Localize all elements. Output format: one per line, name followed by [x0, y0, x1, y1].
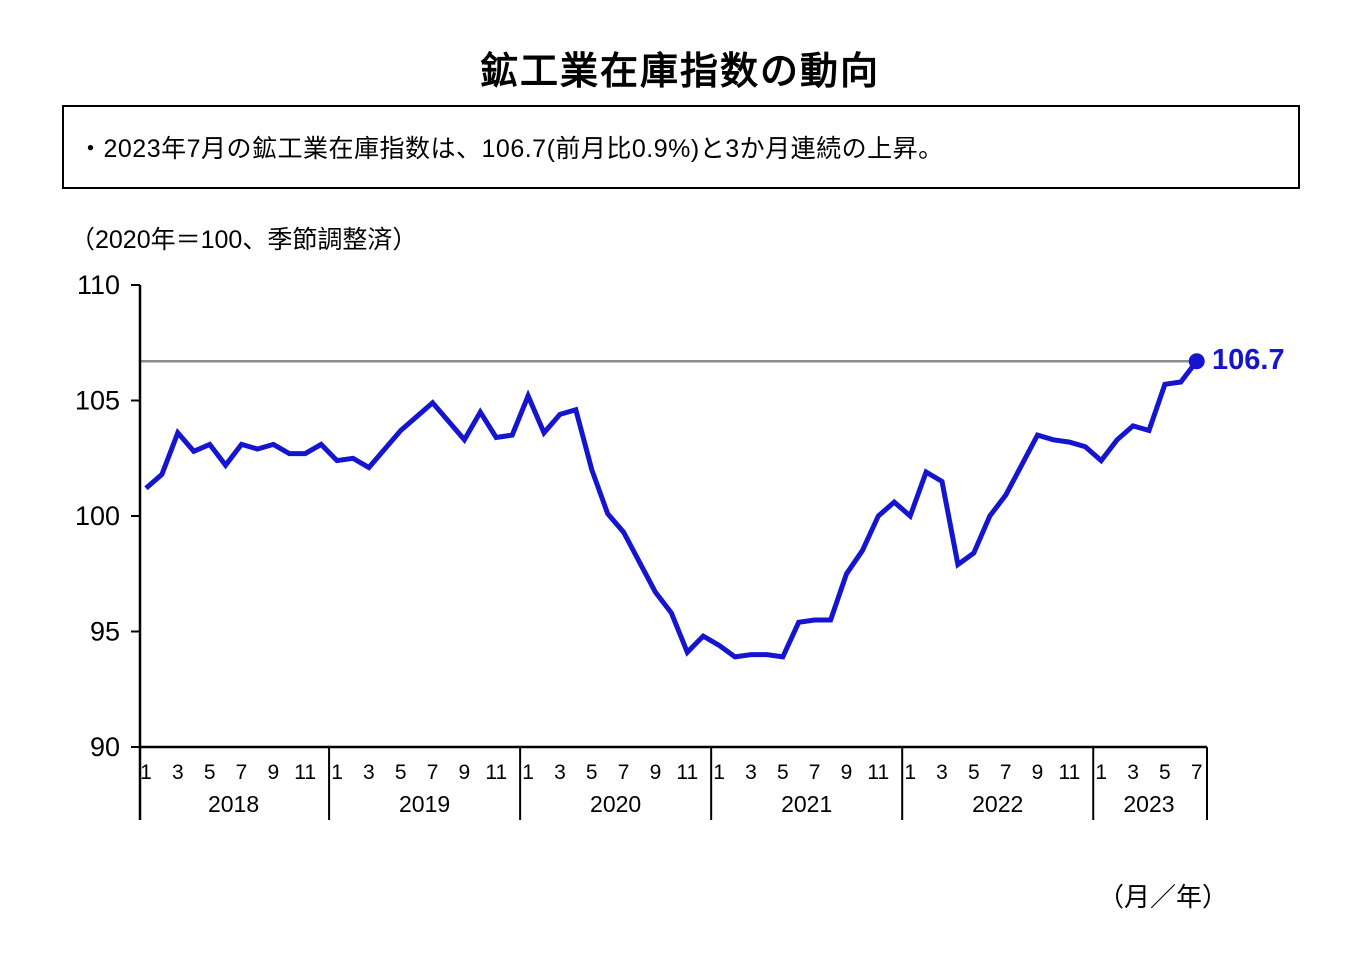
month-tick-label: 5 — [204, 761, 216, 784]
month-tick-label: 3 — [936, 761, 948, 784]
month-tick-label: 11 — [867, 761, 889, 784]
month-tick-label: 7 — [1000, 761, 1012, 784]
year-label: 2019 — [399, 791, 450, 817]
month-tick-label: 1 — [522, 761, 534, 784]
x-axis-unit-label: （月／年） — [1098, 882, 1229, 912]
last-value-annotation: 106.7 — [1212, 344, 1285, 376]
month-tick-label: 1 — [1095, 761, 1107, 784]
month-tick-label: 7 — [618, 761, 630, 784]
y-tick-label: 95 — [90, 617, 120, 647]
summary-box: ・2023年7月の鉱工業在庫指数は、106.7(前月比0.9%)と3か月連続の上… — [62, 105, 1300, 189]
y-tick-label: 110 — [77, 270, 120, 300]
index-data-line — [144, 359, 1199, 660]
year-label: 2023 — [1123, 791, 1174, 817]
month-tick-label: 5 — [1159, 761, 1171, 784]
y-axis-note: （2020年＝100、季節調整済） — [70, 226, 418, 254]
summary-text: ・2023年7月の鉱工業在庫指数は、106.7(前月比0.9%)と3か月連続の上… — [78, 135, 944, 163]
month-tick-label: 11 — [676, 761, 698, 784]
month-tick-label: 3 — [363, 761, 375, 784]
month-tick-label: 11 — [1058, 761, 1080, 784]
month-tick-label: 9 — [459, 761, 471, 784]
month-tick-label: 3 — [554, 761, 566, 784]
month-tick-label: 7 — [427, 761, 439, 784]
year-label: 2022 — [972, 791, 1023, 817]
month-tick-label: 1 — [713, 761, 725, 784]
month-tick-label: 5 — [777, 761, 789, 784]
month-tick-label: 9 — [650, 761, 662, 784]
year-label: 2018 — [208, 791, 259, 817]
month-tick-label: 11 — [294, 761, 316, 784]
month-tick-label: 1 — [904, 761, 916, 784]
month-tick-label: 7 — [809, 761, 821, 784]
month-tick-label: 3 — [1127, 761, 1139, 784]
last-point-marker — [1188, 353, 1205, 370]
year-label: 2020 — [590, 791, 641, 817]
month-tick-label: 11 — [485, 761, 507, 784]
month-tick-label: 7 — [236, 761, 248, 784]
page-title: 鉱工業在庫指数の動向 — [479, 51, 880, 93]
month-tick-label: 5 — [586, 761, 598, 784]
month-tick-label: 9 — [1032, 761, 1044, 784]
month-tick-label: 3 — [172, 761, 184, 784]
month-tick-label: 3 — [745, 761, 757, 784]
month-tick-label: 1 — [331, 761, 343, 784]
month-tick-label: 9 — [268, 761, 280, 784]
month-tick-label: 1 — [140, 761, 152, 784]
y-tick-label: 105 — [75, 386, 120, 416]
month-tick-label: 5 — [395, 761, 407, 784]
y-tick-label: 100 — [75, 501, 120, 531]
month-tick-label: 7 — [1191, 761, 1203, 784]
y-tick-label: 90 — [90, 732, 120, 762]
month-tick-label: 5 — [968, 761, 980, 784]
month-tick-label: 9 — [841, 761, 853, 784]
year-label: 2021 — [781, 791, 832, 817]
